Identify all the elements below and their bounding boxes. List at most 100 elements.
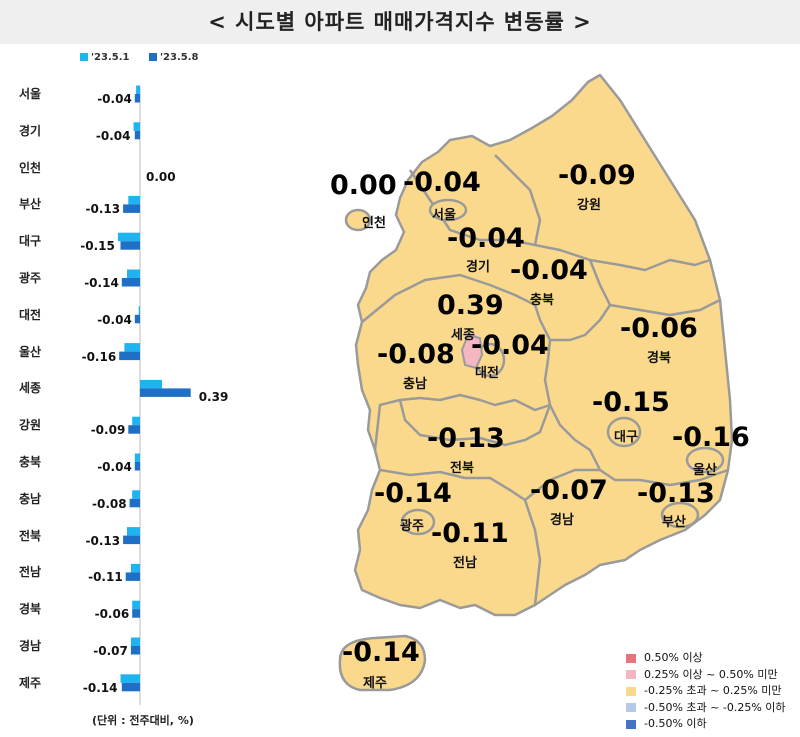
bar-series-1-6 — [138, 306, 140, 315]
legend-swatch-series-2 — [148, 53, 157, 61]
category-label: 광주 — [18, 271, 42, 285]
map-name-chungnam: 충남 — [403, 377, 427, 392]
map-value-gyeongnam: -0.07 — [530, 475, 608, 506]
map-name-incheon: 인천 — [362, 216, 386, 231]
map-name-jeju: 제주 — [363, 676, 387, 691]
bar-series-1-13 — [130, 563, 140, 573]
value-label: -0.13 — [85, 533, 121, 548]
ulsan-shape — [685, 446, 725, 474]
category-label: 울산 — [18, 344, 42, 359]
bar-series-2-14 — [132, 609, 140, 618]
unit-note: (단위 : 전주대비, %) — [92, 714, 194, 727]
value-label: -0.07 — [93, 644, 128, 658]
map-legend-label: -0.25% 초과 ~ 0.25% 미만 — [644, 684, 782, 697]
bar-series-2-16 — [121, 682, 140, 692]
bar-series-1-4 — [117, 232, 140, 242]
category-label: 인천 — [18, 160, 42, 175]
legend-swatch-series-1 — [80, 53, 88, 61]
bar-series-2-7 — [119, 351, 140, 361]
map-name-gangwon: 강원 — [577, 198, 601, 213]
value-label: -0.04 — [95, 128, 131, 143]
value-label: -0.04 — [97, 312, 132, 327]
map-value-gyeongbuk: -0.06 — [620, 313, 698, 344]
map-name-daejeon: 대전 — [475, 366, 499, 381]
map-value-gwangju: -0.14 — [374, 478, 452, 509]
incheon-shape — [344, 208, 372, 232]
bar-series-2-9 — [128, 425, 140, 434]
bar-series-1-16 — [120, 674, 140, 683]
value-label: -0.14 — [82, 680, 118, 695]
bar-series-1-0 — [136, 85, 140, 94]
legend-label-series-2: '23.5.8 — [159, 52, 199, 63]
map-legend-row: -0.50% 이하 — [626, 716, 786, 733]
map-name-gyeongbuk: 경북 — [647, 351, 671, 366]
value-label: -0.14 — [84, 276, 119, 290]
bar-series-1-1 — [133, 122, 140, 131]
map-name-daegu: 대구 — [614, 430, 638, 445]
map-value-jeonnam: -0.11 — [431, 518, 509, 549]
map-legend-swatch — [626, 703, 636, 712]
category-label: 세종 — [18, 381, 42, 396]
category-label: 전남 — [18, 565, 42, 580]
map-name-sejong: 세종 — [451, 328, 475, 343]
bar-series-2-12 — [123, 535, 140, 545]
category-label: 제주 — [18, 675, 42, 690]
map-legend-swatch — [626, 653, 636, 663]
value-label: -0.04 — [97, 92, 132, 106]
bar-series-2-13 — [125, 572, 140, 581]
category-label: 대전 — [18, 307, 42, 322]
map-legend-swatch — [626, 719, 636, 729]
value-label: -0.06 — [94, 607, 130, 622]
map-value-seoul: -0.04 — [403, 167, 481, 198]
map-legend-label: 0.25% 이상 ~ 0.50% 미만 — [644, 667, 778, 681]
value-label: 0.00 — [146, 169, 176, 184]
map-value-daejeon: -0.04 — [471, 330, 549, 361]
bar-series-1-15 — [130, 637, 140, 646]
category-label: 전북 — [18, 528, 42, 543]
jeju-shape — [338, 634, 427, 692]
map-name-gyeongnam: 경남 — [550, 513, 574, 528]
category-label: 경남 — [18, 639, 42, 653]
category-label: 충북 — [18, 455, 42, 469]
bar-legend: '23.5.1 '23.5.8 — [80, 52, 214, 63]
map-value-ulsan: -0.16 — [672, 422, 750, 453]
daegu-shape — [606, 416, 642, 448]
sejong-shape — [460, 333, 484, 370]
title-bar — [0, 0, 800, 44]
bar-series-2-3 — [123, 204, 140, 213]
category-label: 경기 — [18, 123, 42, 138]
page-title: < 시도별 아파트 매매가격지수 변동률 > — [208, 10, 592, 34]
map-value-gyeonggi: -0.04 — [447, 223, 525, 254]
bar-series-2-0 — [134, 94, 140, 103]
value-label: -0.08 — [92, 496, 127, 511]
bar-series-1-10 — [134, 453, 140, 462]
value-label: -0.15 — [80, 239, 115, 254]
legend-item-series-2: '23.5.8 — [148, 52, 199, 63]
map-legend-label: -0.50% 초과 ~ -0.25% 이하 — [644, 700, 786, 714]
map-name-gyeonggi: 경기 — [466, 260, 490, 275]
category-label: 강원 — [18, 418, 42, 433]
map-legend-swatch — [626, 686, 636, 696]
map-legend-row: 0.50% 이상 — [626, 650, 786, 667]
map-value-chungbuk: -0.04 — [510, 255, 588, 286]
map-legend-row: 0.25% 이상 ~ 0.50% 미만 — [626, 667, 786, 684]
legend-item-series-1: '23.5.1 — [80, 52, 130, 63]
map-value-chungnam: -0.08 — [377, 339, 455, 370]
value-label: 0.39 — [198, 390, 229, 405]
bar-series-1-11 — [132, 490, 140, 499]
map-legend-label: 0.50% 이상 — [644, 651, 703, 664]
map-name-seoul: 서울 — [432, 208, 456, 223]
value-label: -0.11 — [88, 570, 123, 585]
value-label: -0.04 — [97, 460, 132, 474]
map-name-jeonnam: 전남 — [453, 556, 477, 571]
map-legend-swatch — [626, 670, 636, 679]
bar-series-2-5 — [121, 278, 140, 287]
map-value-busan: -0.13 — [637, 478, 715, 509]
map-name-jeonbuk: 전북 — [450, 461, 474, 476]
map-legend: 0.50% 이상 0.25% 이상 ~ 0.50% 미만 -0.25% 초과 ~… — [626, 650, 786, 733]
map-name-chungbuk: 충북 — [530, 293, 554, 308]
value-label: -0.09 — [90, 423, 126, 438]
map-name-gwangju: 광주 — [400, 519, 424, 534]
busan-shape — [660, 501, 700, 529]
bar-series-2-8 — [140, 388, 191, 397]
